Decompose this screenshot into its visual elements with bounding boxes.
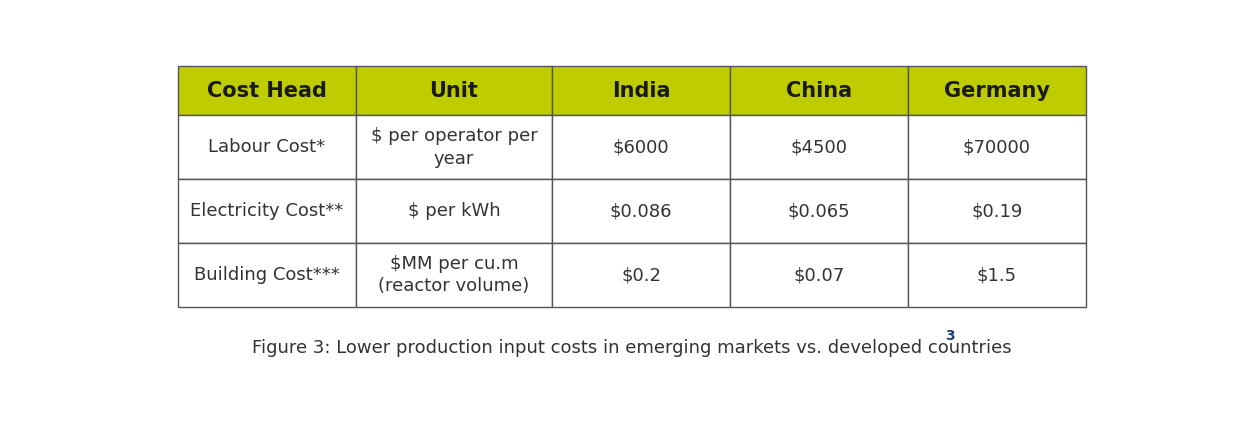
Text: $0.065: $0.065 bbox=[788, 202, 851, 220]
Text: $ per kWh: $ per kWh bbox=[408, 202, 501, 220]
Text: Building Cost***: Building Cost*** bbox=[194, 266, 340, 284]
Bar bbox=[730, 66, 907, 115]
Bar bbox=[178, 179, 356, 243]
Text: China: China bbox=[785, 81, 852, 101]
Bar bbox=[907, 115, 1086, 179]
Text: $0.19: $0.19 bbox=[972, 202, 1022, 220]
Text: $0.2: $0.2 bbox=[621, 266, 661, 284]
Bar bbox=[356, 179, 552, 243]
Bar bbox=[552, 115, 730, 179]
Text: Figure 3: Lower production input costs in emerging markets vs. developed countri: Figure 3: Lower production input costs i… bbox=[252, 339, 1012, 357]
Bar bbox=[552, 243, 730, 307]
Text: Germany: Germany bbox=[943, 81, 1049, 101]
Bar bbox=[356, 66, 552, 115]
Text: $70000: $70000 bbox=[963, 138, 1031, 156]
Text: $6000: $6000 bbox=[613, 138, 670, 156]
Bar bbox=[907, 66, 1086, 115]
Bar bbox=[907, 179, 1086, 243]
Bar bbox=[356, 243, 552, 307]
Text: 3: 3 bbox=[946, 328, 956, 343]
Text: $0.07: $0.07 bbox=[793, 266, 845, 284]
Bar bbox=[907, 243, 1086, 307]
Bar bbox=[178, 66, 356, 115]
Bar bbox=[178, 115, 356, 179]
Bar bbox=[356, 115, 552, 179]
Text: Electricity Cost**: Electricity Cost** bbox=[190, 202, 344, 220]
Bar bbox=[552, 179, 730, 243]
Text: $MM per cu.m
(reactor volume): $MM per cu.m (reactor volume) bbox=[379, 255, 530, 296]
Text: Unit: Unit bbox=[429, 81, 478, 101]
Text: $0.086: $0.086 bbox=[610, 202, 672, 220]
Text: $1.5: $1.5 bbox=[977, 266, 1017, 284]
Text: $ per operator per
year: $ per operator per year bbox=[371, 127, 538, 168]
Bar bbox=[730, 115, 907, 179]
Text: Labour Cost*: Labour Cost* bbox=[208, 138, 326, 156]
Bar bbox=[730, 179, 907, 243]
Bar bbox=[178, 243, 356, 307]
Text: India: India bbox=[612, 81, 671, 101]
Text: $4500: $4500 bbox=[790, 138, 847, 156]
Bar bbox=[552, 66, 730, 115]
Bar bbox=[730, 243, 907, 307]
Text: Cost Head: Cost Head bbox=[207, 81, 327, 101]
